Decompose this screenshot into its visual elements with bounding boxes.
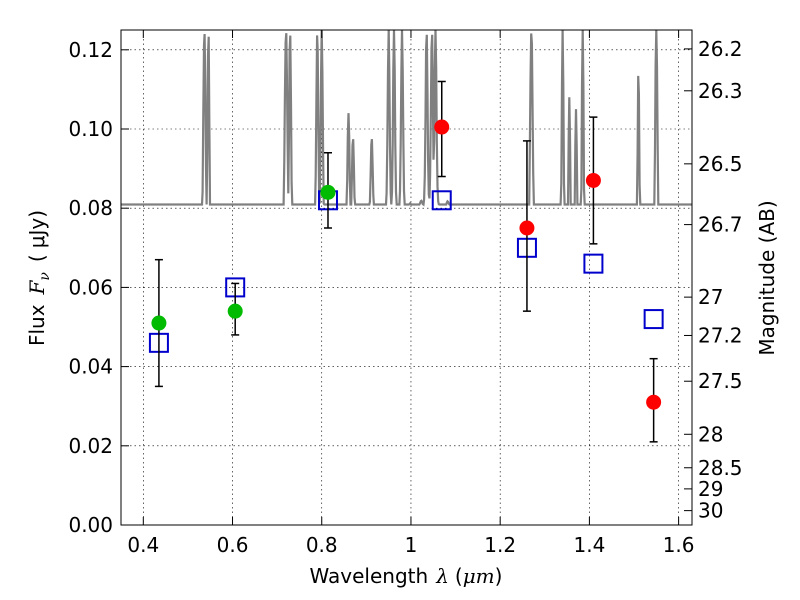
- y2-tick-label: 27: [698, 285, 723, 309]
- x-tick-label: 0.6: [217, 533, 249, 557]
- y-tick-label: 0.02: [68, 434, 113, 458]
- y-axis-title: FluxFν(μJy): [25, 210, 53, 346]
- observed-point: [519, 220, 535, 236]
- y2-tick-label: 29: [698, 477, 723, 501]
- observed-point: [227, 303, 243, 319]
- observed-point: [646, 394, 662, 410]
- observed-point: [151, 315, 167, 331]
- observed-point: [585, 172, 601, 188]
- x-axis-title: Wavelength λ (μm): [310, 564, 503, 588]
- y-tick-label: 0.04: [68, 355, 113, 379]
- observed-point: [320, 184, 336, 200]
- y2-tick-label: 28: [698, 422, 723, 446]
- plot-frame: [120, 29, 693, 526]
- y-axis: 0.00 0.02 0.04 0.06 0.08 0.10 0.12: [68, 38, 129, 537]
- x-tick-label: 1.6: [663, 533, 695, 557]
- y2-tick-label: 26.2: [698, 37, 743, 61]
- model-band-square: [643, 309, 664, 330]
- x-tick-label: 1: [405, 533, 418, 557]
- x-tick-label: 0.4: [127, 533, 159, 557]
- model-spectrum-line: [121, 30, 692, 207]
- y-tick-label: 0.12: [68, 38, 113, 62]
- y2-tick-label: 26.3: [698, 79, 743, 103]
- model-band-square: [583, 253, 604, 274]
- y2-tick-label: 27.2: [698, 323, 743, 347]
- y2-axis-title: Magnitude (AB): [755, 200, 779, 355]
- y2-tick-label: 28.5: [698, 456, 743, 480]
- plot-area: [121, 30, 692, 443]
- y-tick-label: 0.06: [68, 275, 113, 299]
- x-tick-label: 1.4: [573, 533, 605, 557]
- observed-point: [434, 119, 450, 135]
- model-band-square: [431, 190, 452, 211]
- y2-tick-label: 27.5: [698, 369, 743, 393]
- y2-tick-label: 26.7: [698, 213, 743, 237]
- x-tick-label: 0.8: [306, 533, 338, 557]
- y-tick-label: 0.08: [68, 196, 113, 220]
- y2-tick-label: 26.5: [698, 152, 743, 176]
- y-tick-label: 0.00: [68, 513, 113, 537]
- x-axis: 0.4 0.6 0.8 1 1.2 1.4 1.6: [127, 30, 695, 557]
- y-tick-label: 0.10: [68, 117, 113, 141]
- y2-tick-label: 30: [698, 499, 723, 523]
- x-tick-label: 1.2: [484, 533, 516, 557]
